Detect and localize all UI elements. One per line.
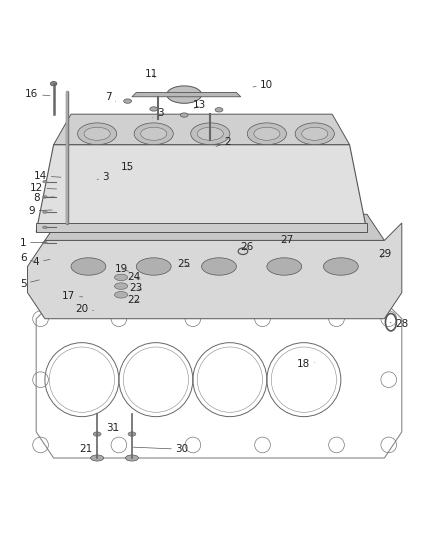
Text: 23: 23	[130, 283, 143, 293]
Ellipse shape	[43, 196, 47, 198]
Ellipse shape	[84, 127, 110, 140]
Text: 17: 17	[62, 291, 83, 301]
Text: 30: 30	[133, 445, 189, 454]
Ellipse shape	[43, 180, 47, 183]
Ellipse shape	[150, 107, 158, 111]
Ellipse shape	[197, 127, 223, 140]
Text: 13: 13	[193, 100, 206, 110]
Text: 27: 27	[280, 236, 293, 245]
Ellipse shape	[191, 123, 230, 144]
Text: 3: 3	[153, 108, 163, 118]
Ellipse shape	[115, 274, 127, 281]
Text: 15: 15	[121, 162, 134, 172]
Text: 28: 28	[390, 319, 408, 329]
Text: 10: 10	[253, 79, 273, 90]
Polygon shape	[132, 92, 241, 97]
Ellipse shape	[91, 455, 104, 461]
Text: 9: 9	[28, 206, 52, 216]
Text: 2: 2	[216, 138, 231, 148]
Ellipse shape	[115, 283, 127, 289]
Text: 6: 6	[20, 253, 37, 263]
Text: 25: 25	[177, 260, 191, 269]
Text: 3: 3	[97, 172, 109, 182]
Ellipse shape	[134, 123, 173, 144]
Ellipse shape	[50, 82, 57, 86]
Text: 12: 12	[30, 183, 57, 193]
Ellipse shape	[43, 211, 47, 213]
Polygon shape	[36, 144, 367, 232]
Text: 11: 11	[145, 69, 158, 79]
Ellipse shape	[124, 99, 131, 103]
Text: 20: 20	[75, 304, 94, 314]
Ellipse shape	[43, 241, 47, 244]
Ellipse shape	[295, 123, 334, 144]
Text: 16: 16	[25, 89, 50, 99]
Ellipse shape	[201, 258, 237, 275]
Text: 5: 5	[20, 279, 39, 289]
Ellipse shape	[43, 226, 47, 229]
Polygon shape	[36, 223, 367, 232]
Ellipse shape	[254, 127, 280, 140]
Ellipse shape	[247, 123, 286, 144]
Ellipse shape	[125, 455, 138, 461]
Text: 19: 19	[114, 264, 128, 273]
Ellipse shape	[71, 258, 106, 275]
Text: 8: 8	[33, 193, 54, 203]
Ellipse shape	[128, 432, 136, 436]
Text: 4: 4	[33, 257, 50, 267]
Polygon shape	[28, 223, 402, 319]
Text: 31: 31	[106, 423, 119, 433]
Polygon shape	[45, 214, 385, 240]
Ellipse shape	[136, 258, 171, 275]
Text: 21: 21	[80, 445, 97, 454]
Ellipse shape	[167, 86, 201, 103]
Text: 26: 26	[240, 242, 254, 252]
Ellipse shape	[115, 292, 127, 298]
Text: 22: 22	[127, 295, 141, 305]
Ellipse shape	[78, 123, 117, 144]
Text: 24: 24	[127, 272, 141, 282]
Ellipse shape	[267, 258, 302, 275]
Text: 14: 14	[34, 171, 61, 181]
Ellipse shape	[141, 127, 167, 140]
Text: 7: 7	[105, 92, 116, 102]
Text: 18: 18	[297, 359, 315, 369]
Ellipse shape	[323, 258, 358, 275]
Ellipse shape	[215, 108, 223, 112]
Text: 1: 1	[20, 238, 46, 247]
Ellipse shape	[180, 113, 188, 117]
Text: 29: 29	[378, 249, 392, 260]
Polygon shape	[53, 114, 350, 144]
Ellipse shape	[302, 127, 328, 140]
Ellipse shape	[93, 432, 101, 436]
